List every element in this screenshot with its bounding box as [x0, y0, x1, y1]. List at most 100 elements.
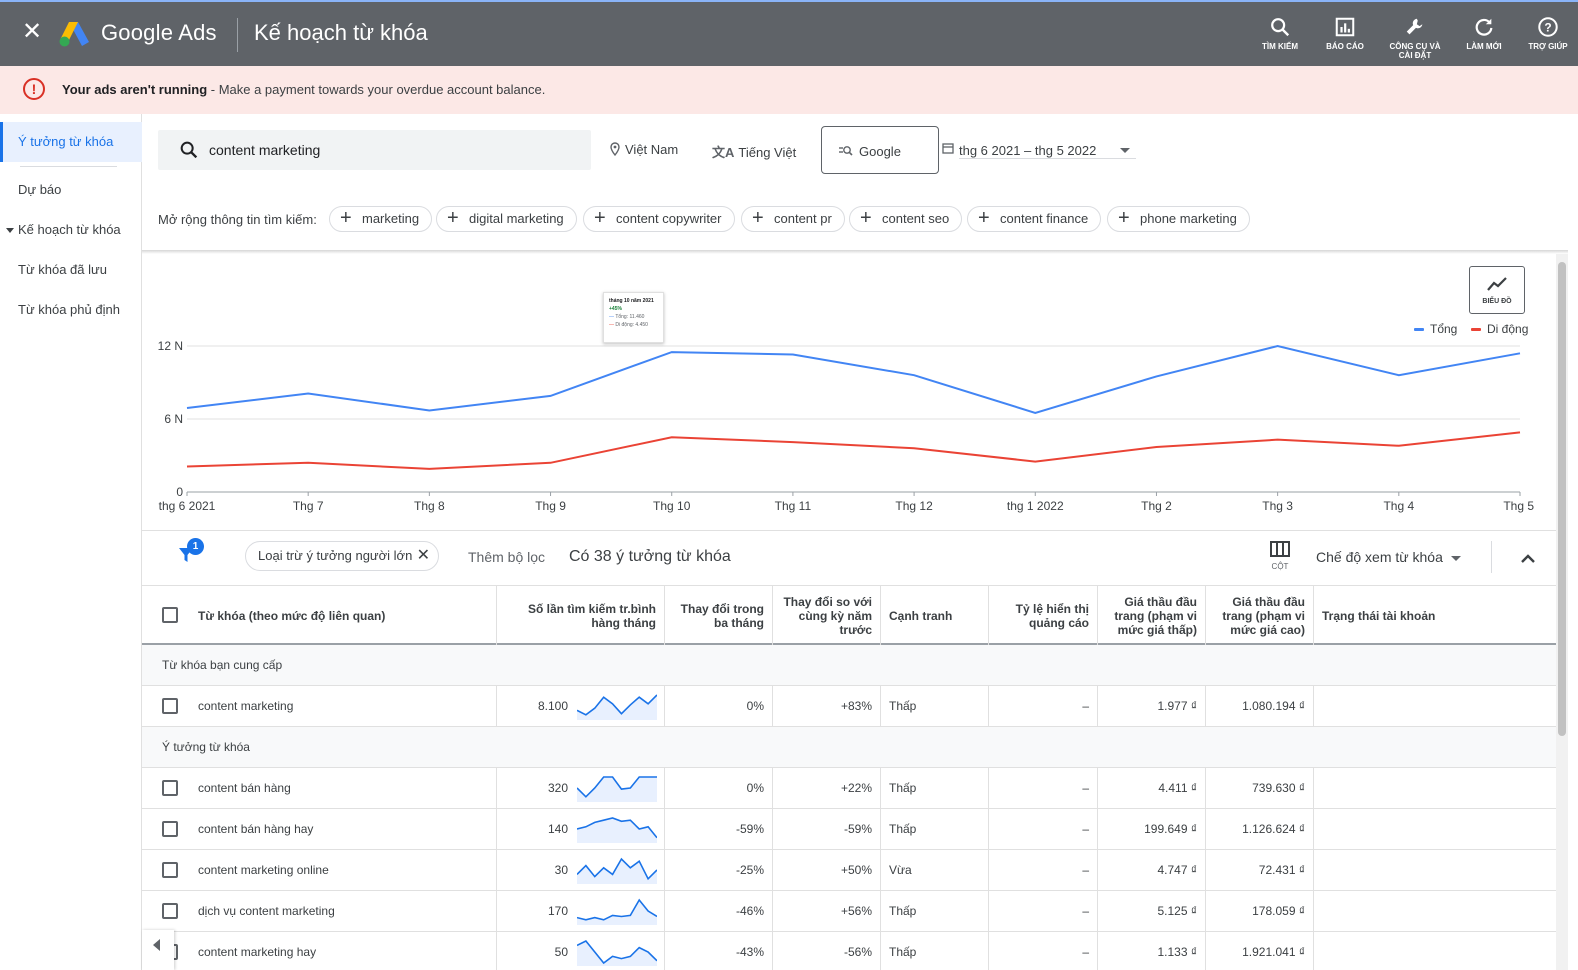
suggestion-chip[interactable]: + digital marketing [436, 206, 577, 232]
vertical-scrollbar[interactable] [1556, 254, 1568, 970]
caret-down-icon [6, 228, 14, 234]
trend-sparkline[interactable] [577, 692, 657, 720]
cell-impression-share: – [989, 932, 1098, 970]
refresh-tool-button[interactable]: LÀM MỚI [1454, 16, 1514, 51]
search-tool-button[interactable]: TÌM KIẾM [1250, 16, 1310, 51]
y-tick-label: 6 N [164, 412, 183, 426]
cell-bid-high: 72.431 ₫ [1206, 850, 1314, 890]
view-mode-dropdown[interactable]: Chế độ xem từ khóa [1316, 549, 1461, 565]
table-row[interactable]: content marketing online 30 -25% +50% Vừa –4.… [142, 850, 1556, 891]
date-range-label: thg 6 2021 – thg 5 2022 [959, 143, 1097, 158]
add-filter-button[interactable]: Thêm bộ lọc [468, 549, 546, 565]
row-checkbox[interactable] [162, 862, 178, 878]
sidebar-item-keyword-ideas[interactable]: Ý tưởng từ khóa [0, 122, 142, 162]
report-tool-button[interactable]: BÁO CÁO [1315, 16, 1375, 51]
cell-impression-share: – [989, 891, 1098, 931]
sparkline-line [577, 898, 657, 921]
suggestion-chip[interactable]: + content copywriter [583, 206, 735, 232]
sparkline-area [577, 777, 657, 802]
cell-bid-low: 4.411 ₫ [1098, 768, 1206, 808]
group-row-ideas: Ý tưởng từ khóa [142, 727, 1556, 768]
chart-toggle-button[interactable]: BIỂU ĐỒ [1469, 266, 1525, 314]
cell-bid-high: 1.921.041 ₫ [1206, 932, 1314, 970]
header-three-month-change[interactable]: Thay đổi trong ba tháng [665, 586, 773, 645]
series-line-total[interactable] [186, 344, 1521, 414]
search-icon [180, 141, 198, 159]
cell-competition: Vừa [881, 850, 989, 890]
sidebar-item-saved-keywords[interactable]: Từ khóa đã lưu [18, 262, 107, 277]
table-row[interactable]: content bán hàng hay 140 -59% -59% Thấp –199.… [142, 809, 1556, 850]
cell-account-status [1314, 809, 1556, 849]
header-avg-searches[interactable]: Số lần tìm kiếm tr.bình hàng tháng [497, 586, 665, 645]
x-tick-label: Thg 10 [653, 499, 691, 513]
network-selector[interactable]: Google [821, 126, 939, 174]
cell-keyword[interactable]: content marketing online [190, 850, 497, 890]
trend-sparkline[interactable] [577, 938, 657, 966]
trend-sparkline[interactable] [577, 815, 657, 843]
plus-icon: + [340, 207, 352, 229]
sidebar-item-forecast[interactable]: Dự báo [18, 182, 62, 197]
trend-sparkline[interactable] [577, 774, 657, 802]
location-selector[interactable]: Việt Nam [609, 142, 678, 157]
table-row[interactable]: dịch vụ content marketing 170 -46% +56% Thấp… [142, 891, 1556, 932]
legend-item-total: Tổng [1414, 322, 1457, 336]
cell-three-month-change: -43% [665, 932, 773, 970]
header-yoy-change[interactable]: Thay đổi so với cùng kỳ năm trước [773, 586, 881, 645]
sidebar-item-negative-keywords[interactable]: Từ khóa phủ định [18, 302, 120, 317]
search-value: content marketing [209, 142, 321, 158]
cell-yoy-change: -56% [773, 932, 881, 970]
cell-keyword[interactable]: dịch vụ content marketing [190, 891, 497, 931]
help-tool-button[interactable]: ? TRỢ GIÚP [1518, 16, 1578, 51]
view-mode-label: Chế độ xem từ khóa [1316, 549, 1443, 565]
cell-keyword[interactable]: content bán hàng [190, 768, 497, 808]
table-row[interactable]: content marketing 8.100 0% +83% Thấp –1.977 ₫… [142, 686, 1556, 727]
cell-keyword[interactable]: content bán hàng hay [190, 809, 497, 849]
header-competition[interactable]: Cạnh tranh [881, 586, 989, 645]
trend-sparkline[interactable] [577, 897, 657, 925]
trend-sparkline[interactable] [577, 856, 657, 884]
scrollbar-thumb[interactable] [1558, 262, 1566, 736]
series-line-mobile[interactable] [186, 431, 1521, 470]
header-impression-share[interactable]: Tỷ lệ hiển thị quảng cáo [989, 586, 1098, 645]
volume-value: 50 [554, 945, 568, 959]
suggestion-chip[interactable]: + content pr [741, 206, 845, 232]
row-checkbox[interactable] [162, 821, 178, 837]
exclude-adult-filter-chip[interactable]: Loại trừ ý tưởng người lớn ✕ [245, 541, 439, 571]
cell-competition: Thấp [881, 686, 989, 726]
keyword-search-input[interactable]: content marketing [158, 130, 591, 170]
suggestion-chip[interactable]: + phone marketing [1107, 206, 1250, 232]
row-checkbox[interactable] [162, 698, 178, 714]
x-tick-label: Thg 2 [1141, 499, 1172, 513]
y-tick-label: 12 N [158, 339, 183, 353]
cell-keyword[interactable]: content marketing hay [190, 932, 497, 970]
table-row[interactable]: content marketing hay 50 -43% -56% Thấp –1.13… [142, 932, 1556, 970]
alert-banner: ! Your ads aren't running - Make a payme… [0, 66, 1578, 114]
header-keyword[interactable]: Từ khóa (theo mức độ liên quan) [190, 586, 497, 645]
header-bid-high[interactable]: Giá thầu đầu trang (phạm vi mức giá cao) [1206, 586, 1314, 645]
select-all-checkbox[interactable] [162, 607, 178, 623]
chevron-up-icon[interactable] [1516, 547, 1540, 571]
header-bid-low[interactable]: Giá thầu đầu trang (phạm vi mức giá thấp… [1098, 586, 1206, 645]
language-selector[interactable]: 文A Tiếng Việt [712, 142, 796, 161]
row-checkbox[interactable] [162, 780, 178, 796]
tools-settings-button[interactable]: CÔNG CỤ VÀ CÀI ĐẶT [1385, 16, 1445, 60]
header-account-status[interactable]: Trạng thái tài khoản [1322, 608, 1436, 623]
suggestion-chip[interactable]: + marketing [329, 206, 433, 232]
close-icon[interactable]: ✕ [21, 18, 43, 45]
date-range-selector[interactable]: thg 6 2021 – thg 5 2022 [959, 131, 1136, 159]
legend-label: Tổng [1430, 322, 1458, 336]
sidebar-item-keyword-plans[interactable]: Kế hoạch từ khóa [0, 210, 142, 250]
suggestion-chip[interactable]: + content seo [849, 206, 963, 232]
dropdown-arrow-icon [1120, 148, 1130, 153]
table-row[interactable]: content bán hàng 320 0% +22% Thấp –4.411 ₫ 739… [142, 768, 1556, 809]
suggestion-chip[interactable]: + content finance [967, 206, 1102, 232]
columns-button[interactable]: CỘT [1262, 541, 1298, 571]
help-icon: ? [1538, 17, 1558, 37]
scroll-left-button[interactable] [142, 930, 174, 970]
cell-avg-searches: 8.100 [497, 686, 665, 726]
top-app-bar: ✕ Google Ads Kế hoạch từ khóa TÌM KIẾM B… [0, 0, 1578, 66]
close-icon[interactable]: ✕ [416, 547, 430, 564]
row-checkbox[interactable] [162, 903, 178, 919]
cell-keyword[interactable]: content marketing [190, 686, 497, 726]
plus-icon: + [860, 207, 872, 229]
